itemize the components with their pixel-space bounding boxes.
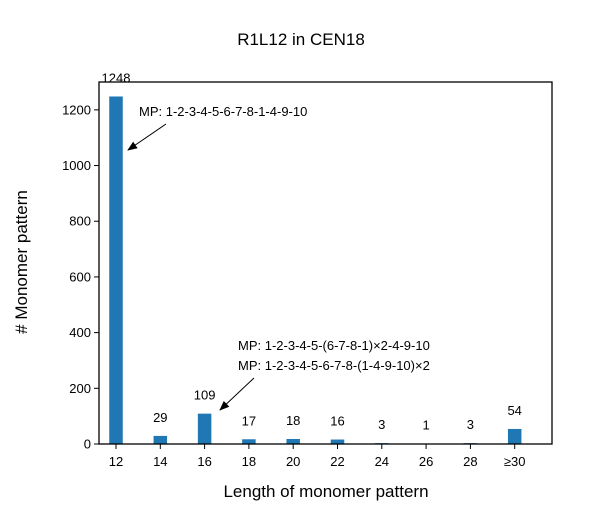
- annotation-mp-16-b: MP: 1-2-3-4-5-6-7-8-(1-4-9-10)×2: [238, 358, 430, 373]
- x-axis-label: Length of monomer pattern: [223, 482, 428, 501]
- data-label-12: 1248: [102, 70, 131, 85]
- y-tick-label-800: 800: [69, 214, 91, 229]
- x-tick-label-16: 16: [197, 454, 211, 469]
- data-label-≥30: 54: [507, 403, 521, 418]
- x-tick-label-18: 18: [242, 454, 256, 469]
- annotation-mp-16-a: MP: 1-2-3-4-5-(6-7-8-1)×2-4-9-10: [238, 338, 430, 353]
- x-tick-label-20: 20: [286, 454, 300, 469]
- x-tick-label-24: 24: [375, 454, 389, 469]
- x-ticks-group: 12 14 16 18 20 22 24 26 28 ≥30: [109, 444, 526, 469]
- data-label-16: 109: [194, 388, 216, 403]
- data-label-24: 3: [378, 417, 385, 432]
- bar-20: [286, 439, 300, 444]
- y-tick-label-1200: 1200: [62, 102, 91, 117]
- bar-≥30: [508, 429, 522, 444]
- x-tick-label-≥30: ≥30: [504, 454, 526, 469]
- x-tick-label-12: 12: [109, 454, 123, 469]
- y-ticks-group: 0 200 400 600 800 1000 1200: [62, 102, 99, 451]
- annotation-arrow-12: [128, 124, 166, 150]
- annotation-arrow-16: [220, 378, 254, 410]
- bar-18: [242, 439, 256, 444]
- bar-12: [109, 96, 123, 444]
- y-tick-label-400: 400: [69, 325, 91, 340]
- y-tick-label-0: 0: [84, 437, 91, 452]
- bar-16: [198, 414, 212, 444]
- x-tick-label-22: 22: [330, 454, 344, 469]
- plot-frame: [99, 82, 552, 444]
- data-label-18: 17: [242, 413, 256, 428]
- chart-title: R1L12 in CEN18: [237, 30, 365, 49]
- data-label-14: 29: [153, 410, 167, 425]
- data-label-22: 16: [330, 414, 344, 429]
- annotation-mp-12: MP: 1-2-3-4-5-6-7-8-1-4-9-10: [139, 104, 307, 119]
- x-tick-label-26: 26: [419, 454, 433, 469]
- y-tick-label-600: 600: [69, 269, 91, 284]
- bar-22: [331, 440, 345, 444]
- x-tick-label-28: 28: [463, 454, 477, 469]
- data-label-28: 3: [467, 417, 474, 432]
- bars-group: [109, 96, 521, 444]
- y-tick-label-200: 200: [69, 381, 91, 396]
- data-label-26: 1: [422, 418, 429, 433]
- y-tick-label-1000: 1000: [62, 158, 91, 173]
- bar-14: [154, 436, 168, 444]
- x-tick-label-14: 14: [153, 454, 167, 469]
- y-axis-label: # Monomer pattern: [12, 190, 31, 334]
- data-label-20: 18: [286, 413, 300, 428]
